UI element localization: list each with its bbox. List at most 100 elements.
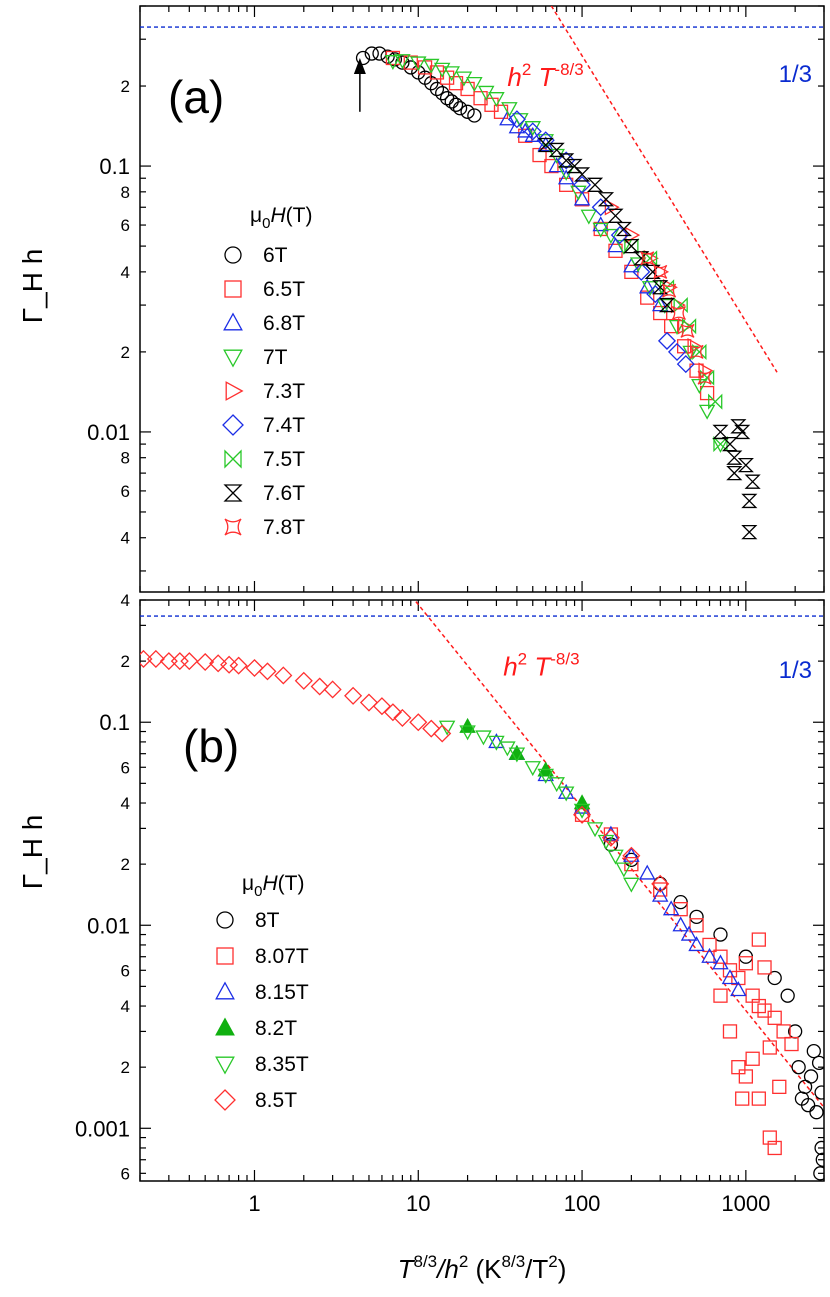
data-point: [615, 221, 632, 237]
data-point: [751, 998, 766, 1014]
data-point: [438, 720, 456, 736]
legend: μ0H(T) 8T 8.07T 8.15T 8.2T 8.35T 8.5T: [214, 872, 309, 1112]
data-point: [623, 846, 640, 862]
legend-marker: [215, 1056, 235, 1075]
fit-line-label: h2 T-8/3: [503, 649, 579, 681]
data-point: [726, 450, 743, 465]
data-point: [323, 680, 342, 699]
y-tick-label: 0.1: [99, 710, 130, 735]
data-point: [444, 94, 459, 109]
data-point: [610, 226, 629, 245]
legend-marker: [224, 246, 242, 264]
data-point: [730, 419, 747, 434]
data-point: [814, 1085, 824, 1100]
data-point: [744, 474, 761, 489]
legend-marker: [216, 911, 234, 929]
legend-label: 7T: [263, 346, 288, 369]
data-point: [633, 251, 650, 266]
data-point: [676, 355, 695, 374]
legend-label: 7.5T: [263, 448, 305, 471]
data-point: [811, 1055, 824, 1071]
data-point: [573, 805, 592, 824]
legend-title: μ0H(T): [250, 204, 312, 232]
data-point: [813, 1166, 824, 1181]
data-point: [557, 786, 575, 802]
data-point: [548, 157, 565, 173]
data-point: [662, 283, 677, 298]
legend-label: 8T: [255, 909, 280, 932]
y-axis-label: Γ_H h: [17, 249, 48, 324]
data-point: [507, 110, 526, 129]
legend-marker: [222, 414, 244, 436]
data-point: [544, 158, 559, 174]
axis-ticks: [139, 5, 825, 592]
data-point: [180, 652, 199, 671]
reference-line-label: 1/3: [779, 657, 812, 684]
data-point: [245, 658, 264, 678]
data-point: [651, 874, 670, 893]
data-point: [708, 393, 723, 410]
data-point: [536, 131, 555, 150]
data-point: [623, 238, 640, 254]
fit-line-label: h2 T-8/3: [507, 60, 583, 92]
data-point: [741, 524, 758, 540]
data-point: [806, 1043, 821, 1059]
legend-label: 8.15T: [255, 981, 309, 1004]
data-point: [557, 151, 576, 170]
data-point: [170, 652, 189, 671]
data-point: [601, 828, 620, 847]
legend-title: μ0H(T): [242, 872, 304, 900]
data-point: [384, 55, 402, 71]
y-minor-tick-label: 4: [121, 529, 130, 548]
data-point: [409, 713, 428, 732]
legend-marker: [214, 1089, 236, 1111]
data-point: [460, 104, 475, 119]
data-point: [580, 209, 598, 225]
data-point: [658, 297, 676, 313]
data-point: [691, 378, 708, 394]
data-point: [734, 424, 751, 440]
data-point: [767, 970, 782, 986]
data-point: [548, 142, 565, 158]
data-points: [355, 46, 761, 540]
data-point: [146, 649, 165, 668]
y-minor-tick-label: 2: [121, 77, 130, 96]
legend-label: 7.8T: [263, 516, 305, 539]
data-point: [475, 730, 492, 746]
data-point: [467, 108, 482, 123]
data-point: [591, 198, 610, 217]
data-point: [651, 886, 669, 902]
data-point: [784, 1036, 799, 1052]
data-point: [767, 1140, 782, 1156]
data-point: [573, 167, 591, 182]
data-point: [803, 1069, 819, 1084]
data-point: [452, 101, 468, 116]
data-point: [721, 436, 739, 452]
data-point: [355, 50, 371, 66]
data-point: [651, 296, 669, 312]
data-point: [791, 1060, 806, 1075]
data-point: [557, 783, 575, 799]
y-minor-tick-label: 6: [121, 961, 130, 980]
data-point: [537, 768, 554, 784]
data-point: [657, 331, 677, 350]
y-minor-tick-label: 4: [121, 794, 130, 813]
data-point: [364, 46, 379, 61]
x-tick-label: 1000: [721, 1191, 770, 1216]
data-point: [662, 900, 680, 916]
data-point: [209, 654, 228, 673]
data-point: [762, 1130, 777, 1145]
data-point: [607, 208, 624, 223]
data-point: [258, 662, 277, 681]
data-point: [380, 49, 395, 64]
data-point: [680, 323, 695, 338]
data-point: [607, 849, 624, 865]
data-point: [762, 1040, 777, 1055]
legend-label: 8.07T: [255, 945, 309, 968]
legend-marker: [225, 381, 244, 401]
data-point: [466, 77, 483, 93]
data-point: [393, 708, 412, 727]
data-point: [403, 55, 418, 70]
legend-marker: [215, 981, 235, 1000]
data-point: [722, 1024, 738, 1039]
